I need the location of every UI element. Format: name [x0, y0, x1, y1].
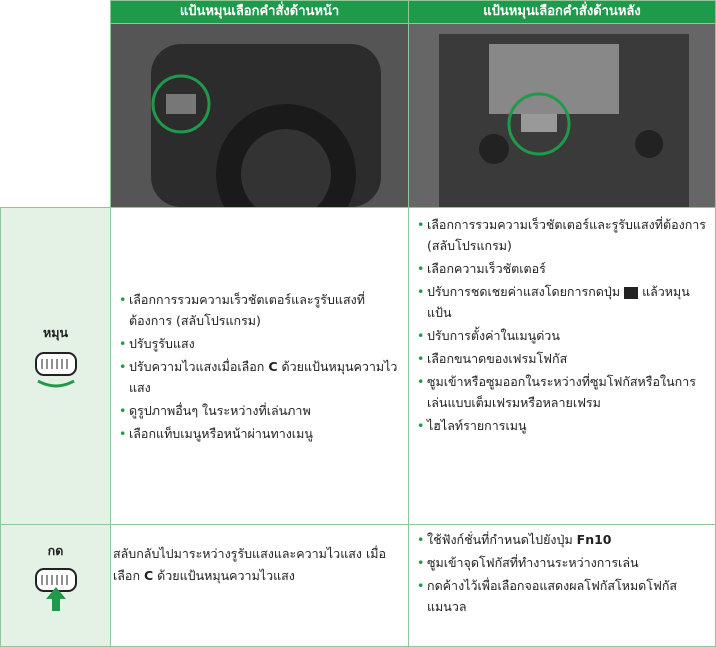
text: สลับกลับไปมาระหว่างรูรับแสงและความไวแสง …	[113, 546, 386, 583]
item: ซูมเข้าหรือซูมออกในระหว่างที่ซูมโฟกัสหรื…	[417, 371, 709, 413]
front-press: สลับกลับไปมาระหว่างรูรับแสงและความไวแสง …	[110, 524, 409, 647]
label-cell: กด	[0, 524, 111, 647]
bold: Fn10	[576, 532, 612, 547]
label-cell: หมุน	[0, 207, 111, 525]
item: เลือกการรวมความเร็วชัตเตอร์และรูรับแสงที…	[417, 214, 709, 256]
header-rear: แป้นหมุนเลือกคำสั่งด้านหลัง	[408, 0, 716, 24]
row-label: หมุน	[42, 325, 69, 340]
dial-press-icon	[34, 568, 77, 611]
photo-front	[151, 44, 381, 244]
item: ดูรูปภาพอื่นๆ ในระหว่างที่เล่นภาพ	[119, 400, 402, 421]
item: ซูมเข้าจุดโฟกัสที่ทำงานระหว่างการเล่น	[417, 552, 709, 573]
bold: C	[143, 568, 154, 583]
item: ปรับการชดเชยค่าแสงโดยการกดปุ่มแล้วหมุนแป…	[417, 281, 709, 323]
row-label: กด	[47, 543, 64, 558]
item: เลือกแท็บเมนูหรือหน้าผ่านทางเมนู	[119, 423, 402, 444]
rear-rotate: เลือกการรวมความเร็วชัตเตอร์และรูรับแสงที…	[408, 207, 716, 525]
item: ปรับรูรับแสง	[119, 333, 402, 354]
item: เลือกการรวมความเร็วชัตเตอร์และรูรับแสงที…	[119, 289, 402, 331]
text: แล้วหมุนแป้น	[427, 284, 690, 320]
photo-rear	[439, 34, 689, 207]
front-rotate: เลือกการรวมความเร็วชัตเตอร์และรูรับแสงที…	[110, 207, 409, 525]
rear-press: ใช้ฟังก์ชั่นที่กำหนดไปยังปุ่ม Fn10 ซูมเข…	[408, 524, 716, 647]
list: เลือกการรวมความเร็วชัตเตอร์และรูรับแสงที…	[111, 287, 408, 446]
exposure-icon	[624, 286, 639, 299]
text: ปรับการชดเชยค่าแสงโดยการกดปุ่ม	[427, 284, 621, 299]
text: ด้วยแป้นหมุนความไวแสง	[153, 568, 295, 583]
item: ปรับความไวแสงเมื่อเลือก C ด้วยแป้นหมุนคว…	[119, 356, 402, 398]
header-front: แป้นหมุนเลือกคำสั่งด้านหน้า	[110, 0, 409, 24]
front-dial-photo	[110, 23, 409, 244]
rear-dial-photo	[408, 23, 716, 208]
text: ปรับความไวแสงเมื่อเลือก	[129, 358, 269, 374]
item: ปรับการตั้งค่าในเมนูด่วน	[417, 325, 709, 346]
text: ใช้ฟังก์ชั่นที่กำหนดไปยังปุ่ม	[427, 532, 577, 547]
item: เลือกขนาดของเฟรมโฟกัส	[417, 348, 709, 369]
dial-rotate-icon	[34, 352, 77, 388]
list: เลือกการรวมความเร็วชัตเตอร์และรูรับแสงที…	[409, 214, 715, 436]
item: เลือกความเร็วชัตเตอร์	[417, 258, 709, 279]
list: ใช้ฟังก์ชั่นที่กำหนดไปยังปุ่ม Fn10 ซูมเข…	[409, 529, 715, 617]
item: ใช้ฟังก์ชั่นที่กำหนดไปยังปุ่ม Fn10	[417, 529, 709, 550]
item: กดค้างไว้เพื่อเลือกจอแสดงผลโฟกัสโหมดโฟกั…	[417, 575, 709, 617]
bold: C	[268, 358, 278, 374]
text: ด้วยแป้นหมุนความไวแสง	[129, 358, 398, 395]
item: ไฮไลท์รายการเมนู	[417, 415, 709, 436]
